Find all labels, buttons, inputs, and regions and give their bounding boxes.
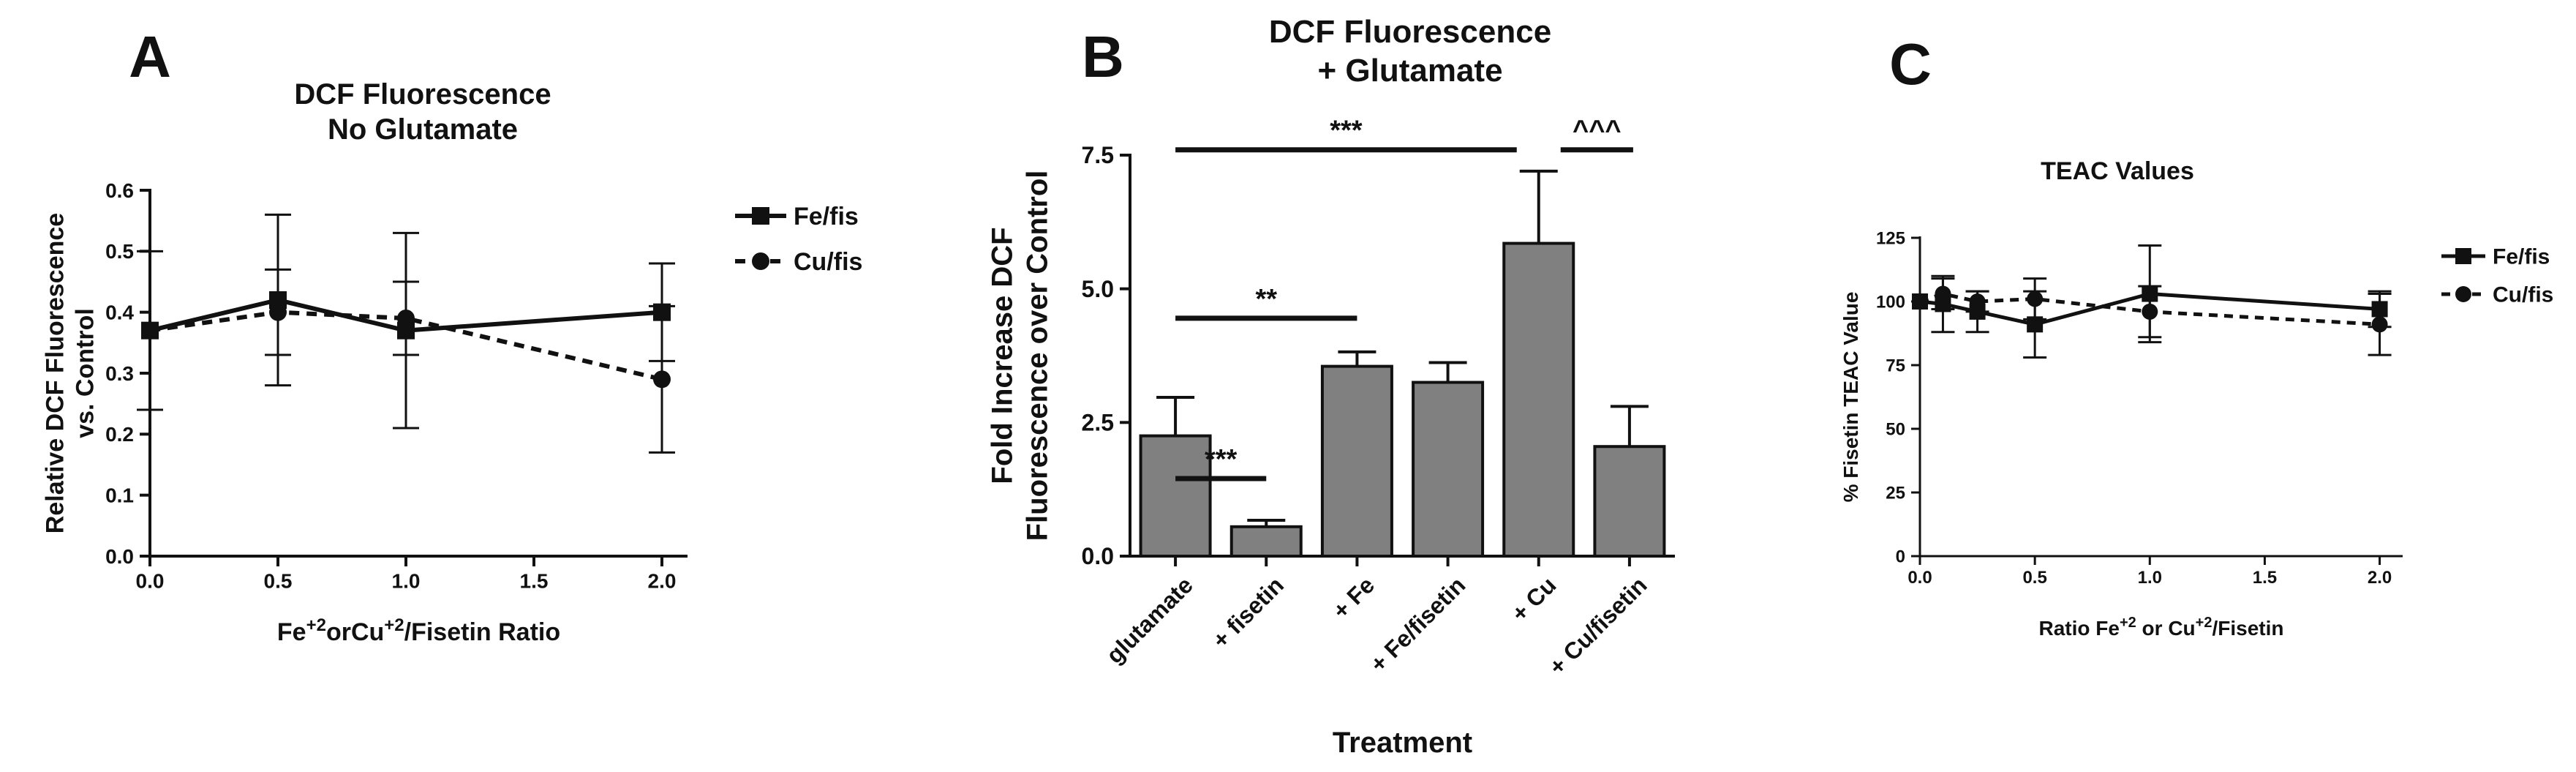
bar xyxy=(1139,434,1212,558)
y-tick-label: 0.0 xyxy=(1082,543,1114,569)
legend-marker xyxy=(752,207,769,225)
y-axis-label-line: Fluorescence over Control xyxy=(1022,170,1054,541)
y-tick-label: 5.0 xyxy=(1082,276,1114,302)
legend-label: Fe/fis xyxy=(2493,245,2550,269)
significance-label: *** xyxy=(1205,444,1238,475)
significance-label: *** xyxy=(1330,116,1363,146)
panel-c: C TEAC Values 0 25 50 75 100 125 0.0 0.5 1.0 1.5 2.0… xyxy=(1839,31,2554,640)
y-axis-label: % Fisetin TEAC Value xyxy=(1839,292,1862,503)
y-tick-label: 50 xyxy=(1886,419,1905,439)
series-Cu-fis xyxy=(1912,277,2392,356)
y-tick-label: 0.3 xyxy=(105,362,134,385)
legend-marker xyxy=(752,252,769,270)
x-tick-label: 0.0 xyxy=(1907,568,1932,588)
data-point xyxy=(1969,293,1986,310)
superscript: +2 xyxy=(306,615,326,635)
y-tick-label: 2.5 xyxy=(1082,410,1114,436)
x-axis-label: Treatment xyxy=(1333,727,1472,759)
panel-b: B DCF Fluorescence+ Glutamate 0.0 2.5 5.0 7.5… xyxy=(987,14,1675,759)
label-part: /Fisetin xyxy=(2212,617,2283,640)
y-tick-label: 0.4 xyxy=(105,301,134,323)
label-part: Fe xyxy=(277,618,306,646)
y-axis-label: Fold Increase DCF Fluorescence over Contr… xyxy=(987,170,1054,541)
category-label: + Cu/fisetin xyxy=(1544,571,1652,680)
category-label: glutamate xyxy=(1101,571,1198,668)
bar xyxy=(1593,445,1666,558)
y-axis-label-line: Fold Increase DCF xyxy=(987,227,1019,484)
data-point xyxy=(2142,303,2158,320)
legend-marker xyxy=(2455,286,2471,302)
x-tick-label: 0.5 xyxy=(2022,568,2046,588)
x-axis-label: Fe+2orCu+2/Fisetin Ratio xyxy=(277,615,560,647)
chart-title: DCF Fluorescence xyxy=(294,78,551,110)
legend-marker xyxy=(2455,248,2471,264)
y-axis-label-line: vs. Control xyxy=(71,308,99,438)
significance-label: ^^^ xyxy=(1573,116,1622,146)
y-tick-label: 0.2 xyxy=(105,423,134,446)
panel-letter: C xyxy=(1889,31,1932,97)
category-label: + fisetin xyxy=(1207,571,1289,653)
y-axis-label: Relative DCF Fluorescence vs. Control xyxy=(42,213,99,533)
bar xyxy=(1320,364,1393,558)
significance-label: ** xyxy=(1255,284,1277,315)
y-tick-label: 75 xyxy=(1886,356,1905,375)
y-tick-label: 0.6 xyxy=(105,179,134,202)
series-line xyxy=(149,310,663,382)
label-part: orCu xyxy=(326,618,384,646)
y-tick-label: 0.1 xyxy=(105,484,134,506)
x-tick-label: 0.0 xyxy=(136,569,165,592)
y-tick-label: 0 xyxy=(1896,547,1905,566)
y-tick-label: 125 xyxy=(1876,228,1905,248)
data-point xyxy=(2371,316,2388,333)
legend-label: Cu/fis xyxy=(794,248,862,276)
x-axis-label: Ratio Fe+2 or Cu+2/Fisetin xyxy=(2039,615,2284,640)
panel-letter: A xyxy=(129,24,171,89)
y-axis-label-line: % Fisetin TEAC Value xyxy=(1839,292,1862,503)
data-point xyxy=(141,321,159,340)
y-tick-label: 7.5 xyxy=(1082,142,1114,168)
bar xyxy=(1502,241,1575,558)
superscript: +2 xyxy=(2196,615,2212,631)
bar xyxy=(1229,525,1303,558)
data-point xyxy=(397,310,415,327)
superscript: +2 xyxy=(384,615,404,635)
data-point xyxy=(269,303,287,321)
x-tick-label: 2.0 xyxy=(648,569,677,592)
data-point xyxy=(2027,291,2044,307)
category-label: + Cu xyxy=(1506,571,1561,626)
chart-title: TEAC Values xyxy=(2041,157,2194,185)
bar xyxy=(1412,381,1485,558)
y-tick-label: 0.5 xyxy=(105,240,134,263)
data-point xyxy=(1912,293,1928,310)
data-point xyxy=(653,370,671,389)
x-tick-label: 1.0 xyxy=(392,569,421,592)
legend: Fe/fis Cu/fis xyxy=(2441,245,2553,307)
chart-title: DCF Fluorescence xyxy=(1269,14,1551,50)
category-label: + Fe/fisetin xyxy=(1365,571,1470,677)
x-tick-label: 1.5 xyxy=(2253,568,2277,588)
legend: Fe/fis Cu/fis xyxy=(735,203,862,276)
x-tick-label: 2.0 xyxy=(2368,568,2392,588)
legend-label: Fe/fis xyxy=(794,203,859,231)
label-part: Ratio Fe xyxy=(2039,617,2120,640)
y-tick-label: 25 xyxy=(1886,483,1905,503)
series-Cu-fis xyxy=(141,268,675,454)
category-label: + Fe xyxy=(1327,571,1379,623)
chart-subtitle: No Glutamate xyxy=(328,113,518,146)
panel-letter: B xyxy=(1082,24,1124,89)
x-tick-label: 1.0 xyxy=(2138,568,2162,588)
y-tick-label: 100 xyxy=(1876,292,1905,312)
x-tick-label: 0.5 xyxy=(264,569,293,592)
y-axis-label-line: Relative DCF Fluorescence xyxy=(42,213,69,533)
y-tick-label: 0.0 xyxy=(105,545,134,568)
legend-label: Cu/fis xyxy=(2493,283,2553,307)
superscript: +2 xyxy=(2120,615,2136,631)
x-tick-label: 1.5 xyxy=(520,569,549,592)
label-part: /Fisetin Ratio xyxy=(404,618,560,646)
data-point xyxy=(1935,285,1951,302)
label-part: or Cu xyxy=(2136,617,2196,640)
chart-subtitle: + Glutamate xyxy=(1317,53,1502,89)
